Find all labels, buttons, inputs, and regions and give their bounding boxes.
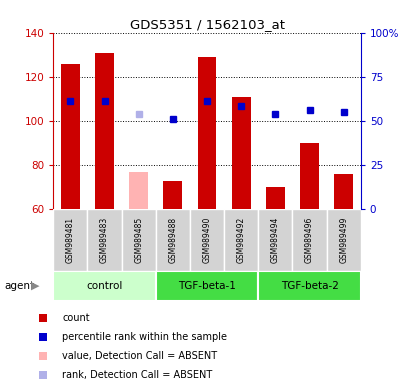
Text: rank, Detection Call = ABSENT: rank, Detection Call = ABSENT <box>62 370 212 381</box>
Text: GSM989488: GSM989488 <box>168 217 177 263</box>
Bar <box>224 209 258 271</box>
Text: value, Detection Call = ABSENT: value, Detection Call = ABSENT <box>62 351 217 361</box>
Title: GDS5351 / 1562103_at: GDS5351 / 1562103_at <box>129 18 284 31</box>
Bar <box>155 271 258 301</box>
Bar <box>121 209 155 271</box>
Text: GSM989494: GSM989494 <box>270 217 279 263</box>
Bar <box>163 180 182 209</box>
Text: agent: agent <box>4 281 34 291</box>
Text: count: count <box>62 313 90 323</box>
Bar <box>292 209 326 271</box>
Text: GSM989499: GSM989499 <box>338 217 347 263</box>
Bar <box>53 271 155 301</box>
Bar <box>326 209 360 271</box>
Bar <box>258 271 360 301</box>
Text: GSM989483: GSM989483 <box>100 217 109 263</box>
Bar <box>197 57 216 209</box>
Text: GSM989490: GSM989490 <box>202 217 211 263</box>
Text: ▶: ▶ <box>31 281 39 291</box>
Bar <box>95 53 114 209</box>
Bar <box>129 172 148 209</box>
Bar <box>333 174 352 209</box>
Bar <box>231 97 250 209</box>
Bar <box>258 209 292 271</box>
Bar <box>87 209 121 271</box>
Text: control: control <box>86 281 122 291</box>
Text: TGF-beta-1: TGF-beta-1 <box>178 281 236 291</box>
Bar <box>189 209 224 271</box>
Bar <box>155 209 189 271</box>
Bar <box>53 209 87 271</box>
Bar <box>265 187 284 209</box>
Text: GSM989492: GSM989492 <box>236 217 245 263</box>
Text: percentile rank within the sample: percentile rank within the sample <box>62 332 227 342</box>
Bar <box>61 63 80 209</box>
Text: GSM989485: GSM989485 <box>134 217 143 263</box>
Bar <box>299 143 318 209</box>
Text: TGF-beta-2: TGF-beta-2 <box>280 281 338 291</box>
Text: GSM989496: GSM989496 <box>304 217 313 263</box>
Text: GSM989481: GSM989481 <box>66 217 75 263</box>
